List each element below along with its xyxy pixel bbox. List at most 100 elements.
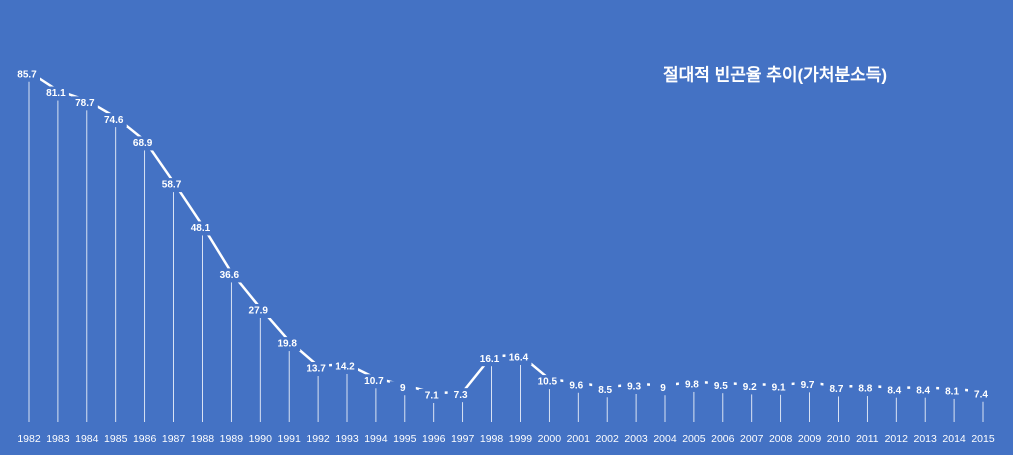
label-background: [534, 375, 561, 390]
x-tick-label: 1994: [364, 433, 388, 445]
data-label: 9.7: [801, 380, 815, 391]
x-tick-label: 2012: [885, 433, 909, 445]
label-background: [621, 379, 648, 394]
x-tick-label: 1996: [422, 433, 446, 445]
label-background: [476, 352, 503, 367]
label-background: [765, 380, 792, 395]
label-background: [216, 268, 243, 283]
data-label: 19.8: [277, 339, 297, 350]
x-tick-label: 2010: [827, 433, 851, 445]
x-tick-label: 1992: [306, 433, 330, 445]
data-label: 9.5: [714, 381, 728, 392]
x-tick-label: 2015: [971, 433, 995, 445]
x-tick-label: 2005: [682, 433, 706, 445]
label-background: [939, 384, 966, 399]
x-tick-label: 1988: [191, 433, 215, 445]
data-label: 9.1: [772, 382, 786, 393]
x-tick-label: 2011: [856, 433, 879, 445]
label-background: [303, 362, 330, 377]
x-tick-label: 1991: [278, 433, 302, 445]
data-label: 7.1: [425, 391, 439, 402]
data-label: 9: [660, 383, 666, 394]
data-label: 7.4: [974, 389, 988, 400]
x-tick-label: 2013: [914, 433, 938, 445]
x-tick-label: 2007: [740, 433, 764, 445]
x-tick-label: 2003: [624, 433, 648, 445]
x-tick-label: 2000: [538, 433, 562, 445]
data-label: 81.1: [46, 88, 66, 99]
data-label: 13.7: [306, 364, 326, 375]
data-label: 8.1: [945, 387, 959, 398]
data-label: 58.7: [162, 180, 182, 191]
x-tick-label: 2001: [567, 433, 591, 445]
label-background: [71, 96, 98, 111]
x-tick-label: 1999: [509, 433, 533, 445]
label-background: [14, 67, 40, 82]
label-background: [360, 374, 387, 389]
label-background: [274, 337, 301, 352]
data-label: 16.4: [509, 353, 529, 364]
data-label: 9.8: [685, 380, 699, 391]
x-tick-label: 2008: [769, 433, 793, 445]
x-tick-label: 1995: [393, 433, 417, 445]
label-background: [678, 377, 705, 392]
data-label: 68.9: [133, 138, 153, 149]
data-label: 74.6: [104, 115, 124, 126]
data-label: 10.7: [364, 376, 384, 387]
label-background: [563, 378, 590, 393]
label-background: [707, 379, 734, 394]
chart-title: 절대적 빈곤율 추이(가처분소득): [663, 64, 887, 84]
x-tick-label: 1983: [46, 433, 70, 445]
label-background: [505, 350, 532, 365]
data-label: 9.2: [743, 382, 757, 393]
data-label: 85.7: [17, 69, 37, 80]
label-background: [881, 383, 908, 398]
x-tick-label: 1993: [335, 433, 359, 445]
drop-lines: [28, 71, 984, 422]
data-label: 10.5: [538, 377, 558, 388]
label-background: [389, 381, 416, 396]
label-background: [736, 380, 763, 395]
x-tick-label: 1987: [162, 433, 186, 445]
data-label: 9.3: [627, 382, 641, 393]
data-label: 8.4: [916, 385, 930, 396]
data-label: 8.5: [598, 385, 612, 396]
label-background: [129, 136, 156, 151]
x-tick-label: 2009: [798, 433, 822, 445]
label-background: [187, 221, 214, 236]
label-background: [418, 388, 445, 403]
label-background: [592, 383, 619, 398]
x-tick-label: 2004: [653, 433, 677, 445]
data-label: 8.8: [858, 384, 872, 395]
label-background: [852, 382, 879, 397]
label-background: [794, 378, 821, 393]
label-background: [332, 359, 358, 374]
label-background: [650, 381, 676, 396]
label-background: [245, 303, 272, 318]
x-tick-label: 1998: [480, 433, 504, 445]
label-background: [447, 388, 474, 403]
data-label: 27.9: [249, 306, 269, 317]
data-label: 8.4: [887, 385, 901, 396]
x-tick-label: 1984: [75, 433, 99, 445]
data-label: 36.6: [220, 270, 240, 281]
data-label: 14.2: [335, 362, 355, 373]
x-tick-label: 1982: [17, 433, 41, 445]
x-axis: 1982 1983 1984 1985 1986 1987 1988 1989 1990 1991…: [17, 433, 995, 445]
label-background: [968, 387, 994, 402]
x-tick-label: 2006: [711, 433, 735, 445]
x-tick-label: 1989: [220, 433, 244, 445]
x-tick-label: 1997: [451, 433, 475, 445]
x-tick-label: 1990: [249, 433, 273, 445]
data-label: 7.3: [454, 390, 468, 401]
data-label: 9: [400, 383, 406, 394]
data-label: 8.7: [830, 384, 844, 395]
data-label: 78.7: [75, 98, 95, 109]
label-background: [158, 178, 185, 193]
data-label: 9.6: [569, 380, 583, 391]
label-background: [910, 383, 937, 398]
label-background: [42, 86, 69, 101]
data-labels: 85.7 81.1 78.7 74.6 68.9 58.7 48.1 36.6 27.9 19.8…: [14, 67, 994, 403]
